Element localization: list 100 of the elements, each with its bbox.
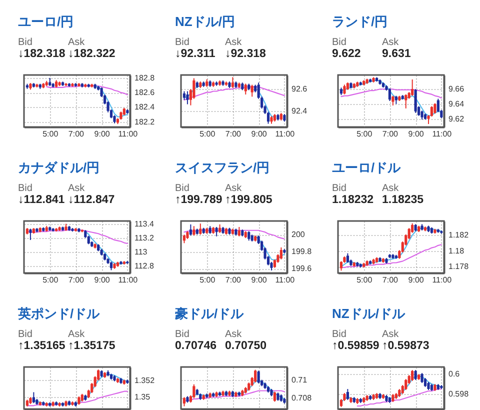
text: 1.18235	[382, 194, 424, 206]
x-tick-label: 11:00	[275, 130, 296, 138]
text: ↑1.35165	[18, 340, 66, 352]
text: Bid	[175, 37, 190, 48]
x-tick-label: 7:00	[225, 130, 242, 138]
x-tick-label: 7:00	[68, 130, 85, 138]
candlestick	[411, 78, 414, 96]
text: ↓112.847	[68, 194, 115, 206]
x-tick-label: 7:00	[382, 130, 399, 138]
y-tick-label: 9.64	[448, 99, 465, 108]
x-tick-label: 11:00	[275, 276, 296, 284]
text: Ask	[225, 37, 243, 48]
text: Bid	[332, 37, 346, 48]
text: Bid	[332, 183, 346, 194]
y-tick-label: 0.598	[448, 390, 470, 398]
text: Bid	[332, 329, 346, 340]
candlestick	[273, 391, 276, 402]
line-series	[340, 228, 442, 268]
text: Bid	[175, 183, 190, 194]
text: Bid	[175, 329, 190, 340]
y-tick-label: 112.8	[134, 261, 154, 270]
x-tick-label: 5:00	[200, 130, 216, 138]
text: ↓92.311	[175, 48, 216, 60]
candlestick	[404, 378, 408, 390]
line-series	[340, 375, 442, 403]
candlestick	[280, 246, 282, 260]
line-series	[340, 88, 442, 99]
line-series	[94, 85, 128, 118]
text: Ask	[68, 329, 86, 340]
text: Bid	[18, 329, 32, 340]
text: Ask	[382, 329, 400, 340]
candlestick	[392, 95, 394, 106]
y-tick-label: 9.66	[448, 84, 465, 94]
candlestick	[192, 226, 196, 236]
y-tick-label: 113	[134, 247, 148, 256]
text: Bid	[18, 37, 32, 48]
y-tick-label: 182.6	[134, 88, 156, 98]
chart-title: ユーロ/円	[18, 14, 74, 29]
x-tick-label: 7:00	[225, 276, 242, 284]
line-series	[340, 244, 442, 268]
y-tick-label: 113.4	[134, 219, 154, 228]
x-tick-label: 9:00	[408, 130, 424, 138]
chart-title: 豪ドル/ドル	[174, 306, 245, 321]
text: Ask	[382, 183, 400, 194]
y-tick-label: 182.2	[134, 117, 156, 126]
text: ↑0.59859	[332, 340, 380, 352]
x-tick-label: 11:00	[432, 130, 452, 138]
candlestick	[343, 84, 346, 95]
y-tick-label: 0.71	[292, 375, 308, 384]
text: Bid	[18, 183, 32, 194]
text: Ask	[68, 183, 86, 194]
line-series	[356, 388, 442, 407]
text: Ask	[225, 329, 243, 340]
candlestick	[189, 224, 192, 236]
chart-title: 英ポンド/ドル	[17, 306, 101, 321]
chart-title: ランド/円	[332, 14, 388, 29]
y-tick-label: 1.352	[134, 376, 156, 385]
candlestick	[346, 388, 349, 400]
y-tick-label: 1.35	[134, 392, 151, 402]
chart-title: スイスフラン/円	[175, 160, 270, 175]
candlestick	[32, 392, 35, 404]
y-tick-label: 199.8	[292, 247, 312, 256]
y-tick-label: 1.18	[448, 246, 465, 256]
candlestick	[192, 384, 196, 399]
candlestick	[182, 396, 186, 407]
x-tick-label: 9:00	[251, 130, 268, 138]
text: ↓92.318	[225, 48, 267, 60]
x-tick-label: 5:00	[42, 130, 59, 138]
text: 0.70750	[225, 340, 267, 352]
candlestick	[420, 372, 424, 384]
text: ↑199.805	[225, 194, 273, 206]
text: ↓182.322	[68, 48, 116, 60]
x-tick-label: 7:00	[382, 276, 399, 284]
y-tick-label: 200	[292, 230, 306, 240]
candlestick	[244, 83, 247, 95]
candlestick	[231, 76, 234, 88]
candlestick	[388, 88, 392, 102]
candlestick	[250, 84, 254, 98]
candlestick	[215, 226, 218, 237]
y-tick-label: 0.708	[292, 394, 312, 403]
x-tick-label: 9:00	[251, 276, 268, 284]
y-tick-label: 1.182	[448, 230, 470, 240]
candlestick	[414, 370, 417, 380]
x-tick-label: 9:00	[408, 276, 424, 284]
x-tick-label: 5:00	[356, 130, 373, 138]
y-tick-label: 92.4	[292, 106, 308, 116]
chart-title: ユーロ/ドル	[332, 160, 402, 175]
text: ↑199.789	[175, 194, 222, 206]
x-tick-label: 11:00	[118, 276, 138, 284]
x-tick-label: 9:00	[94, 276, 110, 284]
text: ↑0.59873	[382, 340, 430, 352]
candlestick	[186, 90, 189, 105]
x-tick-label: 11:00	[118, 130, 138, 138]
candlestick	[238, 226, 240, 237]
y-tick-label: 9.62	[448, 114, 465, 124]
text: 9.631	[382, 48, 412, 60]
candlestick	[434, 102, 436, 114]
y-tick-label: 182.8	[134, 73, 156, 82]
line-series	[46, 85, 128, 96]
chart-title: カナダドル/円	[18, 160, 100, 175]
